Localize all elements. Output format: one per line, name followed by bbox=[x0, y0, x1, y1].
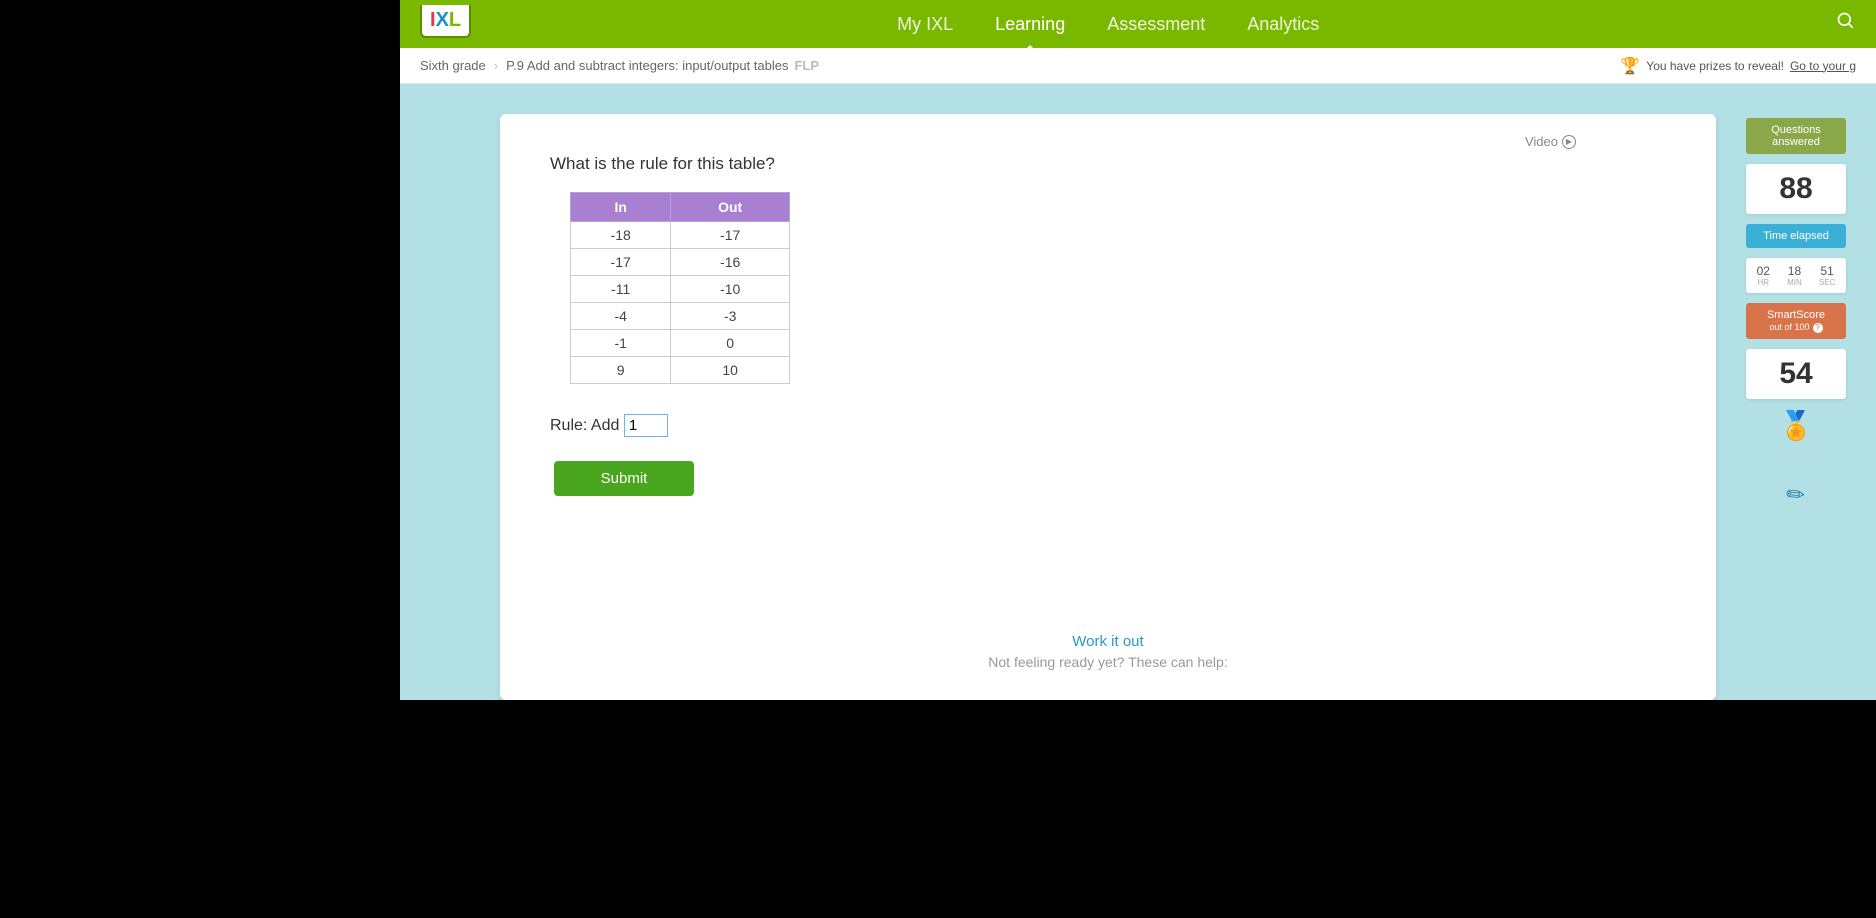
table-row: -10 bbox=[571, 330, 790, 357]
nav-my-ixl[interactable]: My IXL bbox=[891, 2, 959, 47]
table-row: -4-3 bbox=[571, 303, 790, 330]
table-cell: -17 bbox=[571, 249, 671, 276]
top-nav-bar: IXL My IXL Learning Assessment Analytics bbox=[400, 0, 1876, 48]
table-cell: -16 bbox=[671, 249, 790, 276]
rule-input[interactable] bbox=[624, 414, 668, 437]
smartscore-tile: SmartScore out of 100 ? bbox=[1746, 303, 1846, 339]
breadcrumb-tag: FLP bbox=[794, 58, 819, 73]
time-hr-label: HR bbox=[1757, 278, 1770, 287]
nav-assessment[interactable]: Assessment bbox=[1101, 2, 1211, 47]
table-row: -17-16 bbox=[571, 249, 790, 276]
prizes-text: You have prizes to reveal! bbox=[1646, 59, 1784, 73]
table-cell: 0 bbox=[671, 330, 790, 357]
video-label: Video bbox=[1525, 134, 1558, 149]
table-cell: 10 bbox=[671, 357, 790, 384]
questions-answered-value: 88 bbox=[1746, 164, 1846, 214]
table-cell: -3 bbox=[671, 303, 790, 330]
smartscore-sub: out of 100 bbox=[1769, 322, 1809, 332]
table-cell: -10 bbox=[671, 276, 790, 303]
trophy-icon: 🏆 bbox=[1620, 56, 1640, 76]
rule-prefix: Rule: Add bbox=[550, 417, 619, 434]
nav-analytics[interactable]: Analytics bbox=[1241, 2, 1325, 47]
time-hr: 02 bbox=[1757, 264, 1770, 278]
table-row: -11-10 bbox=[571, 276, 790, 303]
stats-sidebar: Questions answered 88 Time elapsed 02HR … bbox=[1746, 114, 1846, 700]
time-sec-label: SEC bbox=[1819, 278, 1835, 287]
scratchpad-icon[interactable]: ✎ bbox=[1749, 453, 1842, 537]
submit-button[interactable]: Submit bbox=[554, 461, 694, 496]
questions-answered-tile: Questions answered bbox=[1746, 118, 1846, 154]
table-header-out: Out bbox=[671, 193, 790, 222]
table-cell: -1 bbox=[571, 330, 671, 357]
io-table: In Out -18-17-17-16-11-10-4-3-10910 bbox=[570, 192, 790, 384]
help-subtitle: Not feeling ready yet? These can help: bbox=[550, 654, 1666, 670]
search-icon[interactable] bbox=[1836, 11, 1856, 37]
ribbon-icon: 🏅 bbox=[1746, 409, 1846, 442]
time-sec: 51 bbox=[1821, 264, 1834, 278]
help-section: Work it out Not feeling ready yet? These… bbox=[550, 613, 1666, 680]
table-cell: -18 bbox=[571, 222, 671, 249]
table-header-in: In bbox=[571, 193, 671, 222]
breadcrumb-grade[interactable]: Sixth grade bbox=[420, 58, 486, 73]
breadcrumb-bar: Sixth grade › P.9 Add and subtract integ… bbox=[400, 48, 1876, 84]
time-elapsed-value: 02HR 18MIN 51SEC bbox=[1746, 258, 1846, 293]
time-elapsed-tile: Time elapsed bbox=[1746, 224, 1846, 248]
table-row: 910 bbox=[571, 357, 790, 384]
ixl-logo[interactable]: IXL bbox=[420, 5, 471, 38]
breadcrumb-separator: › bbox=[494, 58, 498, 73]
smartscore-value: 54 bbox=[1746, 349, 1846, 399]
smartscore-label: SmartScore bbox=[1750, 309, 1842, 321]
table-cell: -11 bbox=[571, 276, 671, 303]
breadcrumb-skill: P.9 Add and subtract integers: input/out… bbox=[506, 58, 788, 73]
rule-line: Rule: Add bbox=[550, 414, 1666, 437]
prizes-banner[interactable]: 🏆 You have prizes to reveal! Go to your … bbox=[1620, 56, 1856, 76]
table-cell: 9 bbox=[571, 357, 671, 384]
time-min-label: MIN bbox=[1787, 278, 1802, 287]
prizes-link[interactable]: Go to your g bbox=[1790, 59, 1856, 73]
help-icon[interactable]: ? bbox=[1813, 323, 1823, 333]
main-nav: My IXL Learning Assessment Analytics bbox=[891, 2, 1325, 47]
play-icon: ▶ bbox=[1562, 135, 1576, 149]
table-cell: -17 bbox=[671, 222, 790, 249]
question-card: Video ▶ What is the rule for this table?… bbox=[500, 114, 1716, 700]
video-link[interactable]: Video ▶ bbox=[1525, 134, 1576, 149]
question-text: What is the rule for this table? bbox=[550, 154, 1666, 174]
nav-learning[interactable]: Learning bbox=[989, 2, 1071, 47]
table-row: -18-17 bbox=[571, 222, 790, 249]
table-cell: -4 bbox=[571, 303, 671, 330]
time-min: 18 bbox=[1788, 264, 1801, 278]
work-it-out-link[interactable]: Work it out bbox=[550, 633, 1666, 650]
